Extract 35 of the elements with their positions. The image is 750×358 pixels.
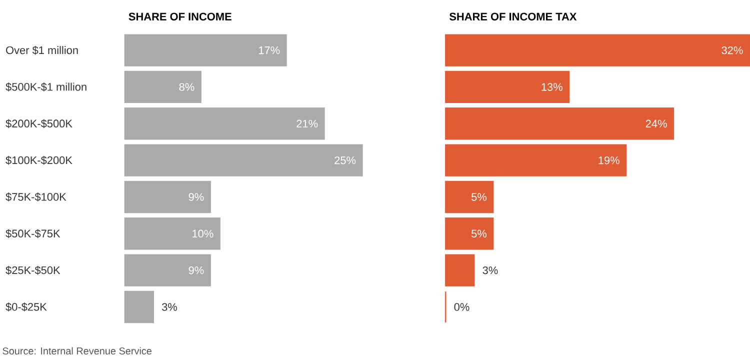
data-label: 17% (258, 46, 280, 54)
y-tick-label: $75K-$100K (6, 192, 66, 202)
data-label: 25% (334, 156, 356, 164)
source-note: Source: Internal Revenue Service (2, 347, 152, 355)
data-label: 19% (598, 156, 620, 164)
data-label: 32% (722, 46, 743, 54)
y-tick-label: $500K-$1 million (6, 82, 86, 92)
bar (124, 71, 202, 104)
data-label: 13% (542, 83, 562, 91)
y-tick-label: $200K-$500K (6, 119, 72, 128)
data-label: 5% (472, 193, 487, 201)
bar (124, 254, 211, 287)
chart-title: SHARE OF INCOME TAX (449, 12, 577, 21)
bar (124, 181, 211, 214)
y-tick-label: Over $1 million (6, 46, 78, 55)
data-label: 5% (472, 230, 487, 238)
bar (124, 144, 363, 177)
data-label: 3% (482, 266, 498, 274)
data-label: 9% (188, 193, 204, 201)
chart-title: SHARE OF INCOME (128, 12, 232, 21)
bar (124, 218, 220, 250)
data-label: 21% (296, 120, 318, 128)
bar (124, 34, 287, 67)
bar (124, 108, 325, 140)
bar (124, 291, 154, 324)
y-tick-label: $25K-$50K (6, 266, 60, 275)
y-tick-label: $0-$25K (6, 302, 47, 312)
data-label: 0% (454, 303, 470, 312)
y-tick-label: $100K-$200K (6, 156, 72, 165)
y-tick-label: $50K-$75K (6, 229, 60, 238)
data-label: 3% (162, 303, 177, 312)
data-label: 9% (188, 266, 204, 274)
data-label: 24% (646, 120, 667, 128)
data-label: 8% (179, 83, 194, 91)
data-label: 10% (192, 230, 214, 238)
